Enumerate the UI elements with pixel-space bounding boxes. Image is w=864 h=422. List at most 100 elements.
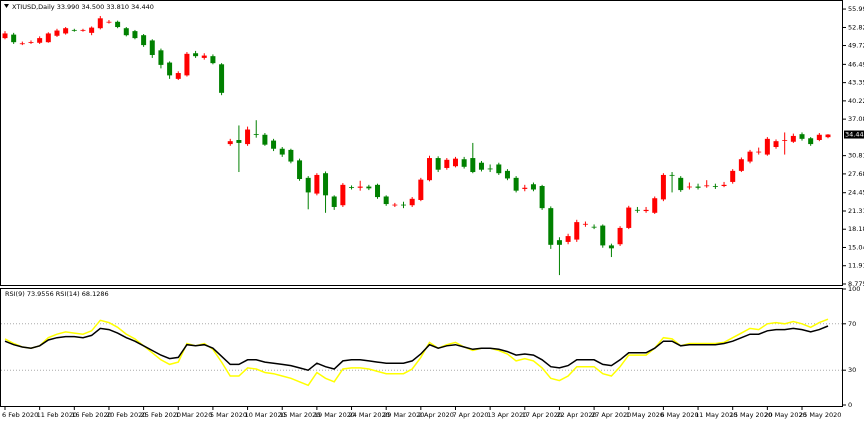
- candle-body: [643, 209, 649, 212]
- x-tick-label: 6 May 2020: [660, 411, 698, 419]
- y-tick-label: 37.085: [848, 115, 864, 123]
- y-tick-label: 30.815: [848, 152, 864, 160]
- rsi-panel: [0, 288, 843, 407]
- candle-body: [565, 236, 571, 242]
- y-tick-label: 46.490: [848, 60, 864, 68]
- candle-body: [288, 149, 294, 162]
- candle-body: [478, 162, 484, 170]
- candle-body: [652, 198, 658, 213]
- candle-body: [678, 177, 684, 191]
- candle-body: [279, 148, 285, 155]
- candle-body: [331, 196, 337, 207]
- candle-body: [115, 21, 121, 28]
- candle-body: [262, 134, 268, 145]
- candle-body: [366, 186, 372, 189]
- x-tick-label: 2 Apr 2020: [418, 411, 454, 419]
- candle-body: [323, 173, 329, 196]
- y-tick-label: 40.220: [848, 97, 864, 105]
- candle-body: [461, 159, 467, 167]
- candle-body: [383, 196, 389, 205]
- candle-body: [426, 158, 432, 181]
- rsi-title: RSI(9) 73.9556 RSI(14) 68.1286: [5, 290, 109, 298]
- candle-body: [141, 35, 147, 46]
- candle-body: [19, 43, 25, 45]
- candle-body: [721, 184, 727, 187]
- candle-body: [63, 28, 69, 34]
- candle-body: [626, 207, 632, 228]
- x-tick-label: 25 May 2020: [799, 411, 841, 419]
- x-tick-label: 11 May 2020: [695, 411, 737, 419]
- candle-body: [591, 226, 597, 228]
- candle-body: [435, 158, 441, 170]
- candle-body: [808, 138, 814, 145]
- candle-body: [219, 64, 225, 93]
- x-tick-label: 1 May 2020: [626, 411, 664, 419]
- candle-body: [548, 208, 554, 245]
- candle-body: [669, 174, 675, 176]
- candle-body: [574, 222, 580, 240]
- candle-body: [314, 174, 320, 194]
- candle-body: [97, 18, 103, 29]
- candle-body: [634, 209, 640, 211]
- x-tick-label: 29 Mar 2020: [383, 411, 424, 419]
- x-tick-label: 1 Mar 2020: [175, 411, 212, 419]
- candle-body: [582, 223, 588, 225]
- candle-body: [686, 186, 692, 188]
- candle-body: [799, 134, 805, 139]
- candle-body: [409, 198, 415, 206]
- candle-body: [695, 186, 701, 188]
- candle-body: [539, 186, 545, 209]
- candle-body: [45, 33, 51, 43]
- y-tick-label: 55.990: [848, 5, 864, 13]
- x-tick-label: 7 Apr 2020: [452, 411, 488, 419]
- candle-body: [271, 140, 277, 149]
- candle-body: [54, 30, 60, 36]
- candle-body: [444, 159, 450, 168]
- x-tick-label: 19 Mar 2020: [314, 411, 355, 419]
- x-tick-label: 20 Feb 2020: [106, 411, 146, 419]
- x-tick-label: 17 Apr 2020: [522, 411, 562, 419]
- candle-body: [513, 177, 519, 191]
- candle-body: [132, 31, 138, 39]
- candle-body: [756, 151, 762, 153]
- candle-body: [158, 50, 164, 65]
- candle-body: [80, 29, 86, 31]
- candle-body: [790, 135, 796, 142]
- candle-body: [305, 177, 311, 193]
- candle-body: [349, 187, 355, 188]
- x-tick-label: 24 Mar 2020: [349, 411, 390, 419]
- y-tick-label: 27.680: [848, 170, 864, 178]
- price-panel: [0, 0, 843, 286]
- candle-body: [825, 134, 831, 138]
- y-tick-label: 100: [848, 285, 860, 293]
- x-tick-label: 6 Feb 2020: [2, 411, 38, 419]
- candle-body: [608, 245, 614, 249]
- x-tick-label: 16 Feb 2020: [71, 411, 111, 419]
- y-tick-label: 18.180: [848, 225, 864, 233]
- candle-body: [530, 184, 536, 190]
- candle-body: [2, 33, 8, 39]
- candle-body: [28, 42, 34, 43]
- x-tick-label: 20 May 2020: [764, 411, 806, 419]
- candle-body: [11, 34, 17, 43]
- x-tick-label: 10 Mar 2020: [245, 411, 286, 419]
- y-tick-label: 21.310: [848, 207, 864, 215]
- candle-body: [184, 53, 190, 76]
- candle-body: [704, 185, 710, 187]
- x-tick-label: 15 Mar 2020: [279, 411, 320, 419]
- candle-body: [418, 179, 424, 200]
- y-tick-label: 30: [848, 366, 856, 374]
- y-tick-label: 24.450: [848, 189, 864, 197]
- x-tick-label: 5 Mar 2020: [210, 411, 247, 419]
- candle-body: [452, 158, 458, 167]
- candle-body: [236, 140, 242, 143]
- candle-body: [357, 186, 363, 188]
- candle-body: [201, 55, 207, 58]
- y-tick-label: 11.910: [848, 262, 864, 270]
- candle-body: [496, 164, 502, 174]
- candle-body: [712, 186, 718, 187]
- candle-body: [227, 141, 233, 145]
- candle-body: [37, 38, 43, 43]
